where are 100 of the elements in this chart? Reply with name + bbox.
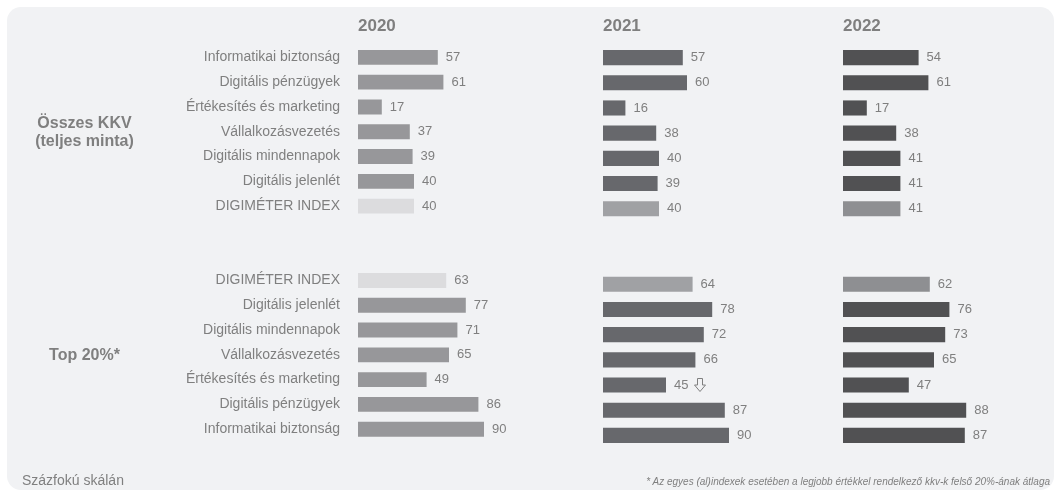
data-label: 87 — [972, 426, 988, 442]
data-label: 40 — [667, 200, 682, 216]
chart-title: 2021 — [603, 16, 641, 36]
bar — [603, 175, 658, 192]
bar — [603, 201, 659, 217]
data-label: 39 — [420, 148, 436, 164]
y-tick-label: Informatikai biztonság — [203, 48, 340, 65]
bar — [843, 201, 901, 217]
data-label: 38 — [904, 124, 919, 140]
bar — [603, 301, 713, 318]
bar — [843, 276, 930, 292]
bar — [843, 402, 967, 418]
data-label: 78 — [720, 301, 735, 317]
data-label: 41 — [908, 175, 923, 191]
y-tick-label: Értékesítés és marketing — [185, 370, 340, 387]
bar — [843, 150, 901, 166]
data-label: 87 — [732, 401, 748, 417]
data-label: 88 — [974, 401, 989, 417]
bar — [358, 99, 382, 115]
bar — [358, 322, 458, 338]
data-label: 86 — [486, 396, 501, 411]
data-label: 39 — [665, 175, 681, 191]
text: * Az egyes (al)indexek esetében a legjobb értékkel rendelkező kkv-k felső 20%-ának átlaga — [646, 476, 1050, 487]
y-tick-label: Vállalkozásvezetés — [220, 345, 340, 362]
data-label: 49 — [434, 371, 450, 387]
bar — [843, 175, 901, 192]
data-label: 65 — [942, 351, 957, 367]
data-label: 63 — [454, 272, 469, 288]
bar — [603, 427, 729, 443]
bar — [358, 347, 449, 363]
y-tick-label: Digitális pénzügyek — [219, 73, 341, 90]
data-label: 54 — [926, 49, 942, 65]
bar — [843, 75, 929, 91]
data-label: 60 — [695, 74, 710, 90]
data-label: 40 — [422, 172, 437, 188]
y-tick-label: Vállalkozásvezetés — [220, 122, 340, 139]
bar — [843, 427, 965, 443]
bar — [843, 301, 950, 318]
bar — [603, 125, 657, 141]
bar — [603, 352, 696, 368]
y-tick-label: DIGIMÉTER INDEX — [215, 196, 341, 213]
bar — [843, 352, 934, 368]
chart-title: 2022 — [843, 16, 881, 36]
bar — [358, 396, 479, 412]
bar — [358, 124, 410, 140]
bar — [358, 149, 413, 164]
y-tick-label: Digitális jelenlét — [242, 296, 341, 313]
bar — [843, 125, 897, 141]
data-label: 72 — [711, 326, 727, 342]
data-label: 61 — [936, 74, 951, 90]
data-label: 73 — [953, 326, 968, 342]
y-tick-label: DIGIMÉTER INDEX — [215, 271, 341, 288]
data-label: 17 — [874, 99, 890, 115]
data-label: 76 — [957, 301, 972, 317]
y-tick-label: Digitális jelenlét — [242, 172, 341, 189]
data-label: 77 — [473, 296, 489, 312]
bar — [843, 327, 946, 343]
bar — [603, 50, 683, 66]
bar — [603, 276, 693, 292]
data-label: 41 — [908, 200, 923, 216]
data-label: 17 — [389, 98, 405, 114]
data-label: 90 — [492, 420, 507, 436]
data-label: 45 — [674, 376, 689, 392]
bar — [843, 377, 909, 393]
data-label: 90 — [737, 426, 752, 442]
data-label: 40 — [667, 149, 682, 165]
bar — [603, 402, 725, 418]
text: Összes KKV (teljes minta) — [34, 113, 135, 150]
bar — [358, 421, 484, 437]
y-tick-label: Informatikai biztonság — [203, 420, 340, 437]
data-label: 71 — [465, 321, 480, 337]
data-label: 66 — [703, 351, 718, 367]
bar — [358, 372, 427, 388]
data-label: 16 — [633, 99, 648, 115]
y-tick-label: Értékesítés és marketing — [185, 97, 340, 114]
chart-title: 2020 — [358, 16, 396, 36]
data-label: 62 — [937, 275, 953, 291]
bar — [603, 377, 666, 393]
bar — [358, 49, 438, 65]
data-label: 37 — [417, 123, 433, 139]
bar — [603, 327, 704, 343]
data-label: 40 — [422, 197, 437, 213]
data-label: 41 — [908, 149, 923, 165]
data-label: 64 — [700, 275, 716, 291]
bar — [603, 100, 626, 116]
data-label: 61 — [451, 73, 466, 89]
bar — [358, 74, 444, 90]
bar — [358, 297, 466, 313]
y-tick-label: Digitális pénzügyek — [219, 395, 341, 412]
bar — [603, 75, 687, 91]
data-label: 47 — [916, 376, 932, 392]
bar — [843, 50, 919, 66]
y-tick-label: Digitális mindennapok — [203, 147, 341, 164]
data-label: 57 — [445, 48, 461, 64]
data-label: 65 — [457, 346, 472, 362]
data-label: 57 — [690, 49, 706, 65]
bar — [843, 100, 867, 116]
text: Százfokú skálán — [22, 472, 124, 488]
bar — [603, 150, 659, 166]
data-label: 38 — [664, 124, 679, 140]
